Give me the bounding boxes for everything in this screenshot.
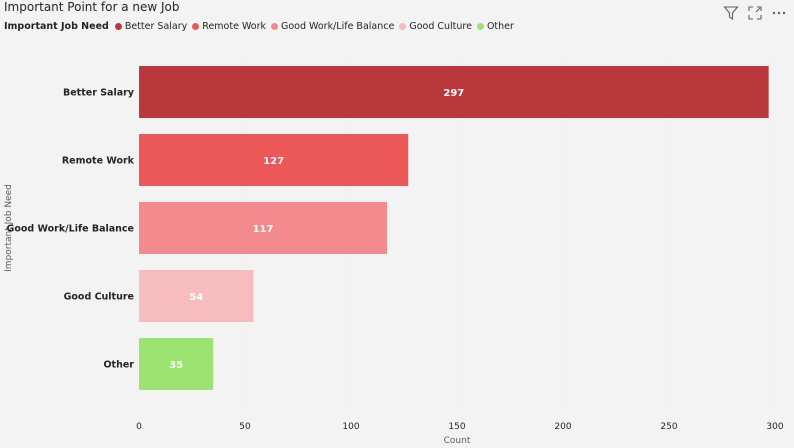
bar[interactable] <box>139 202 388 254</box>
legend-label: Remote Work <box>202 21 266 32</box>
legend-item-better-salary[interactable]: Better Salary <box>114 21 188 32</box>
legend-title: Important Job Need <box>4 21 109 32</box>
legend-item-other[interactable]: Other <box>476 21 514 32</box>
data-label: 35 <box>169 360 183 371</box>
legend-item-remote-work[interactable]: Remote Work <box>192 21 266 32</box>
x-tick-label: 300 <box>766 422 783 432</box>
x-tick-label: 50 <box>239 422 251 432</box>
bar[interactable] <box>139 338 214 390</box>
focus-mode-icon[interactable] <box>746 4 764 22</box>
category-label: Good Culture <box>64 292 134 303</box>
x-tick-label: 200 <box>554 422 571 432</box>
bar[interactable] <box>139 134 409 186</box>
data-label: 297 <box>443 88 464 99</box>
x-tick-label: 150 <box>448 422 465 432</box>
legend-dot <box>399 23 407 30</box>
x-tick-label: 100 <box>342 422 359 432</box>
bar[interactable] <box>139 270 254 322</box>
data-label: 54 <box>189 292 203 303</box>
x-axis-title: Count <box>444 436 471 446</box>
chart-title: Important Point for a new Job <box>4 0 180 14</box>
legend-label: Better Salary <box>124 21 188 32</box>
filter-icon[interactable] <box>722 4 740 22</box>
x-tick-label: 250 <box>660 422 677 432</box>
legend-label: Good Work/Life Balance <box>281 21 395 32</box>
category-label: Other <box>103 360 134 371</box>
legend-item-good-work-life-balance[interactable]: Good Work/Life Balance <box>271 21 394 32</box>
legend-dot <box>192 23 200 30</box>
x-tick-label: 0 <box>136 422 142 432</box>
category-label: Better Salary <box>63 88 135 99</box>
legend-dot <box>271 23 278 30</box>
legend-dot <box>114 23 122 30</box>
category-label: Remote Work <box>62 156 135 167</box>
visual-toolbar <box>722 4 788 22</box>
category-label: Good Work/Life Balance <box>7 224 134 235</box>
bar[interactable] <box>139 66 769 118</box>
legend-dot <box>476 23 484 30</box>
data-label: 117 <box>253 224 274 235</box>
legend-item-good-culture[interactable]: Good Culture <box>399 21 472 32</box>
legend-label: Good Culture <box>409 21 472 32</box>
legend: Important Job Need Better Salary Remote … <box>4 21 519 32</box>
more-options-icon[interactable] <box>770 4 788 22</box>
legend-label: Other <box>486 21 514 32</box>
data-label: 127 <box>263 156 284 167</box>
y-axis-title: Important Job Need <box>4 184 14 272</box>
